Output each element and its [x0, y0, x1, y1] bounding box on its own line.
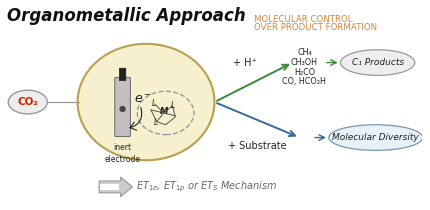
Text: L: L: [171, 101, 175, 109]
Text: M: M: [160, 107, 168, 116]
Text: + Substrate: + Substrate: [228, 140, 287, 151]
Text: MOLECULAR CONTROL: MOLECULAR CONTROL: [254, 15, 352, 24]
Text: H₂CO: H₂CO: [294, 67, 315, 76]
FancyArrowPatch shape: [130, 108, 141, 130]
Ellipse shape: [8, 90, 47, 114]
Text: $\mathit{ET_{1e}}$, $\mathit{ET_{1p}}$ or $\mathit{ET_S}$ Mechanism: $\mathit{ET_{1e}}$, $\mathit{ET_{1p}}$ o…: [136, 180, 277, 194]
Text: CO, HCO₂H: CO, HCO₂H: [283, 77, 326, 86]
Circle shape: [120, 106, 125, 112]
Text: inert
electrode: inert electrode: [104, 143, 141, 164]
FancyBboxPatch shape: [115, 77, 130, 136]
FancyBboxPatch shape: [120, 68, 126, 81]
Ellipse shape: [329, 125, 423, 150]
Text: OVER PRODUCT FORMATION: OVER PRODUCT FORMATION: [254, 23, 377, 32]
Polygon shape: [99, 177, 132, 197]
Polygon shape: [100, 184, 119, 190]
Text: CH₃OH: CH₃OH: [291, 58, 318, 67]
Text: C₁ Products: C₁ Products: [352, 58, 404, 67]
Text: + H⁺: + H⁺: [233, 58, 257, 67]
Text: $\mathit{e}^-$: $\mathit{e}^-$: [134, 93, 153, 106]
Ellipse shape: [78, 44, 215, 160]
Text: Organometallic Approach: Organometallic Approach: [7, 7, 246, 25]
Ellipse shape: [341, 50, 415, 75]
Text: Molecular Diversity: Molecular Diversity: [332, 133, 419, 142]
Text: L: L: [152, 98, 156, 108]
Text: CO₂: CO₂: [17, 97, 38, 107]
Text: CH₄: CH₄: [297, 48, 312, 57]
Text: L: L: [154, 118, 158, 127]
